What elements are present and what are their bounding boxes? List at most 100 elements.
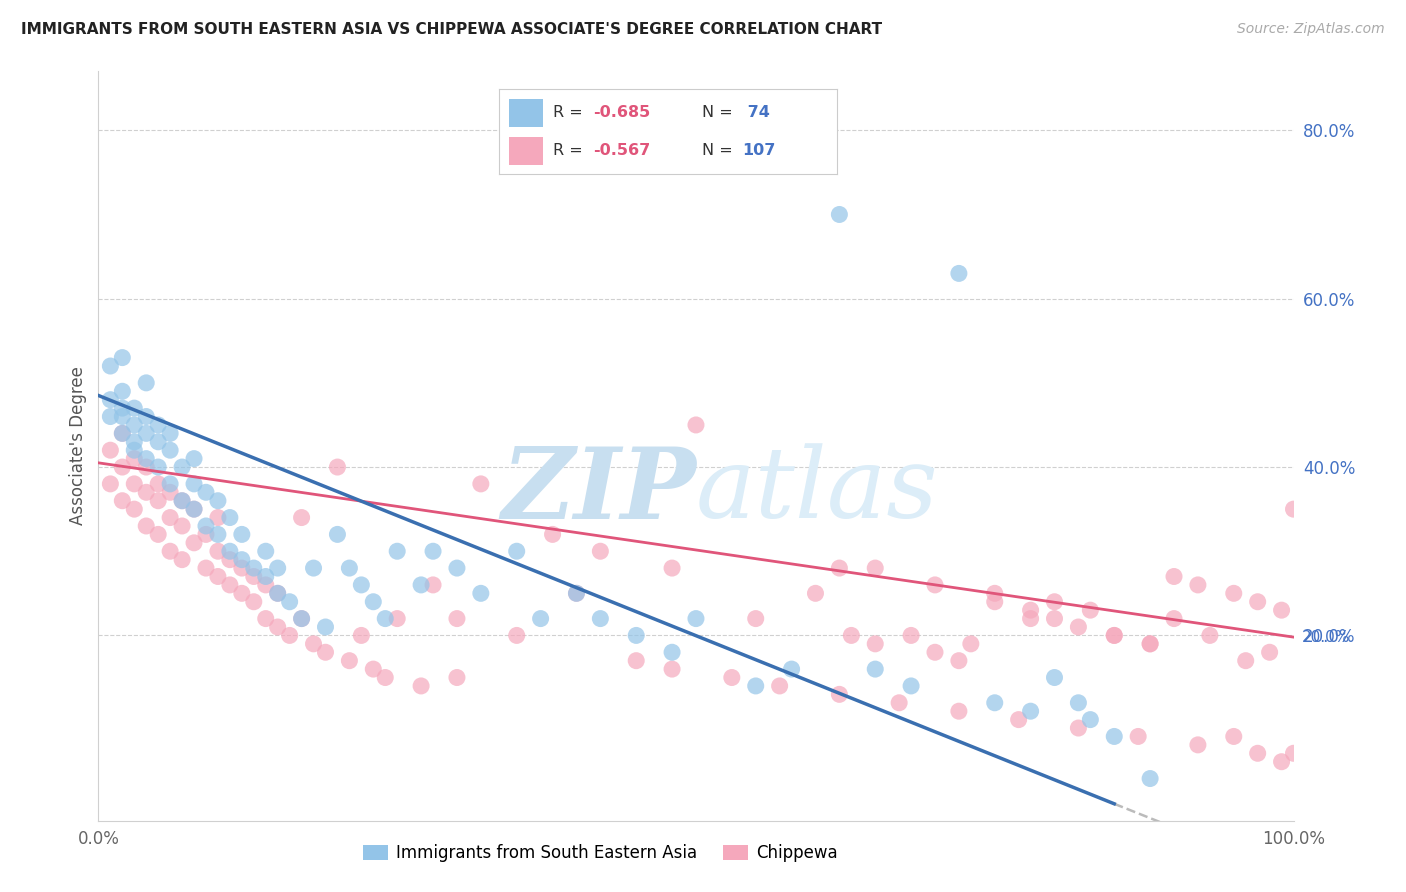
Point <box>385 544 409 558</box>
Point <box>1163 611 1185 625</box>
Point <box>326 460 349 475</box>
Point <box>565 586 588 600</box>
Point <box>889 696 911 710</box>
Text: ZIP: ZIP <box>501 442 696 539</box>
Point <box>124 434 146 449</box>
Point <box>661 645 683 659</box>
Point <box>302 561 325 575</box>
Point <box>984 586 1007 600</box>
Point <box>111 401 134 416</box>
Point <box>350 628 373 642</box>
Point <box>135 519 157 533</box>
Point <box>804 586 827 600</box>
Point <box>470 586 492 600</box>
Point <box>98 476 122 491</box>
Point <box>589 611 612 625</box>
Point <box>291 510 314 524</box>
Point <box>1080 713 1102 727</box>
Point <box>1187 738 1209 752</box>
Point <box>924 578 946 592</box>
Point <box>1104 628 1126 642</box>
Point <box>363 662 385 676</box>
Legend: Immigrants from South Eastern Asia, Chippewa: Immigrants from South Eastern Asia, Chip… <box>357 838 844 869</box>
Point <box>207 569 229 583</box>
Point <box>1223 586 1246 600</box>
Point <box>924 645 946 659</box>
Point <box>1139 637 1161 651</box>
Point <box>183 476 205 491</box>
Point <box>148 493 170 508</box>
Point <box>124 451 146 466</box>
Point <box>195 519 218 533</box>
Text: 107: 107 <box>742 143 776 158</box>
Text: R =: R = <box>553 104 588 120</box>
Point <box>183 536 205 550</box>
Point <box>267 561 290 575</box>
Point <box>207 527 229 541</box>
Point <box>1128 730 1150 744</box>
Point <box>1139 772 1161 786</box>
Point <box>1067 721 1090 735</box>
Point <box>243 595 266 609</box>
Point <box>183 502 205 516</box>
Point <box>541 527 564 541</box>
Point <box>302 637 325 651</box>
Point <box>948 654 970 668</box>
Point <box>948 267 970 281</box>
Point <box>506 628 529 642</box>
Point <box>1247 595 1270 609</box>
Point <box>350 578 373 592</box>
Point <box>207 493 229 508</box>
Point <box>219 578 242 592</box>
Y-axis label: Associate's Degree: Associate's Degree <box>69 367 87 525</box>
Point <box>1043 671 1066 685</box>
Point <box>148 527 170 541</box>
Point <box>626 654 648 668</box>
Point <box>98 359 122 373</box>
Point <box>111 426 134 441</box>
Point <box>685 611 707 625</box>
Point <box>339 654 361 668</box>
Point <box>1234 654 1257 668</box>
Point <box>1019 603 1042 617</box>
Point <box>780 662 803 676</box>
Point <box>172 519 194 533</box>
Point <box>1104 628 1126 642</box>
Point <box>589 544 612 558</box>
Point <box>111 409 134 424</box>
Point <box>446 671 468 685</box>
Point <box>159 485 181 500</box>
Point <box>841 628 863 642</box>
Point <box>411 679 433 693</box>
Point <box>745 679 768 693</box>
Point <box>219 544 242 558</box>
Point <box>98 443 122 458</box>
Point <box>948 704 970 718</box>
Text: -0.685: -0.685 <box>593 104 651 120</box>
Point <box>243 561 266 575</box>
Point <box>900 628 922 642</box>
Text: Source: ZipAtlas.com: Source: ZipAtlas.com <box>1237 22 1385 37</box>
Point <box>111 426 134 441</box>
Point <box>111 460 134 475</box>
Point <box>411 578 433 592</box>
Point <box>254 569 277 583</box>
Point <box>267 586 290 600</box>
Point <box>1067 696 1090 710</box>
Point <box>124 502 146 516</box>
Point <box>1258 645 1281 659</box>
Point <box>1139 637 1161 651</box>
Point <box>207 544 229 558</box>
Point <box>1271 755 1294 769</box>
Point <box>1043 611 1066 625</box>
Point <box>135 409 157 424</box>
Text: -0.567: -0.567 <box>593 143 651 158</box>
Point <box>1199 628 1222 642</box>
Point <box>374 611 396 625</box>
Point <box>148 460 170 475</box>
Point <box>828 561 851 575</box>
Point <box>254 544 277 558</box>
Point <box>984 696 1007 710</box>
Point <box>422 578 444 592</box>
Point <box>315 620 337 634</box>
